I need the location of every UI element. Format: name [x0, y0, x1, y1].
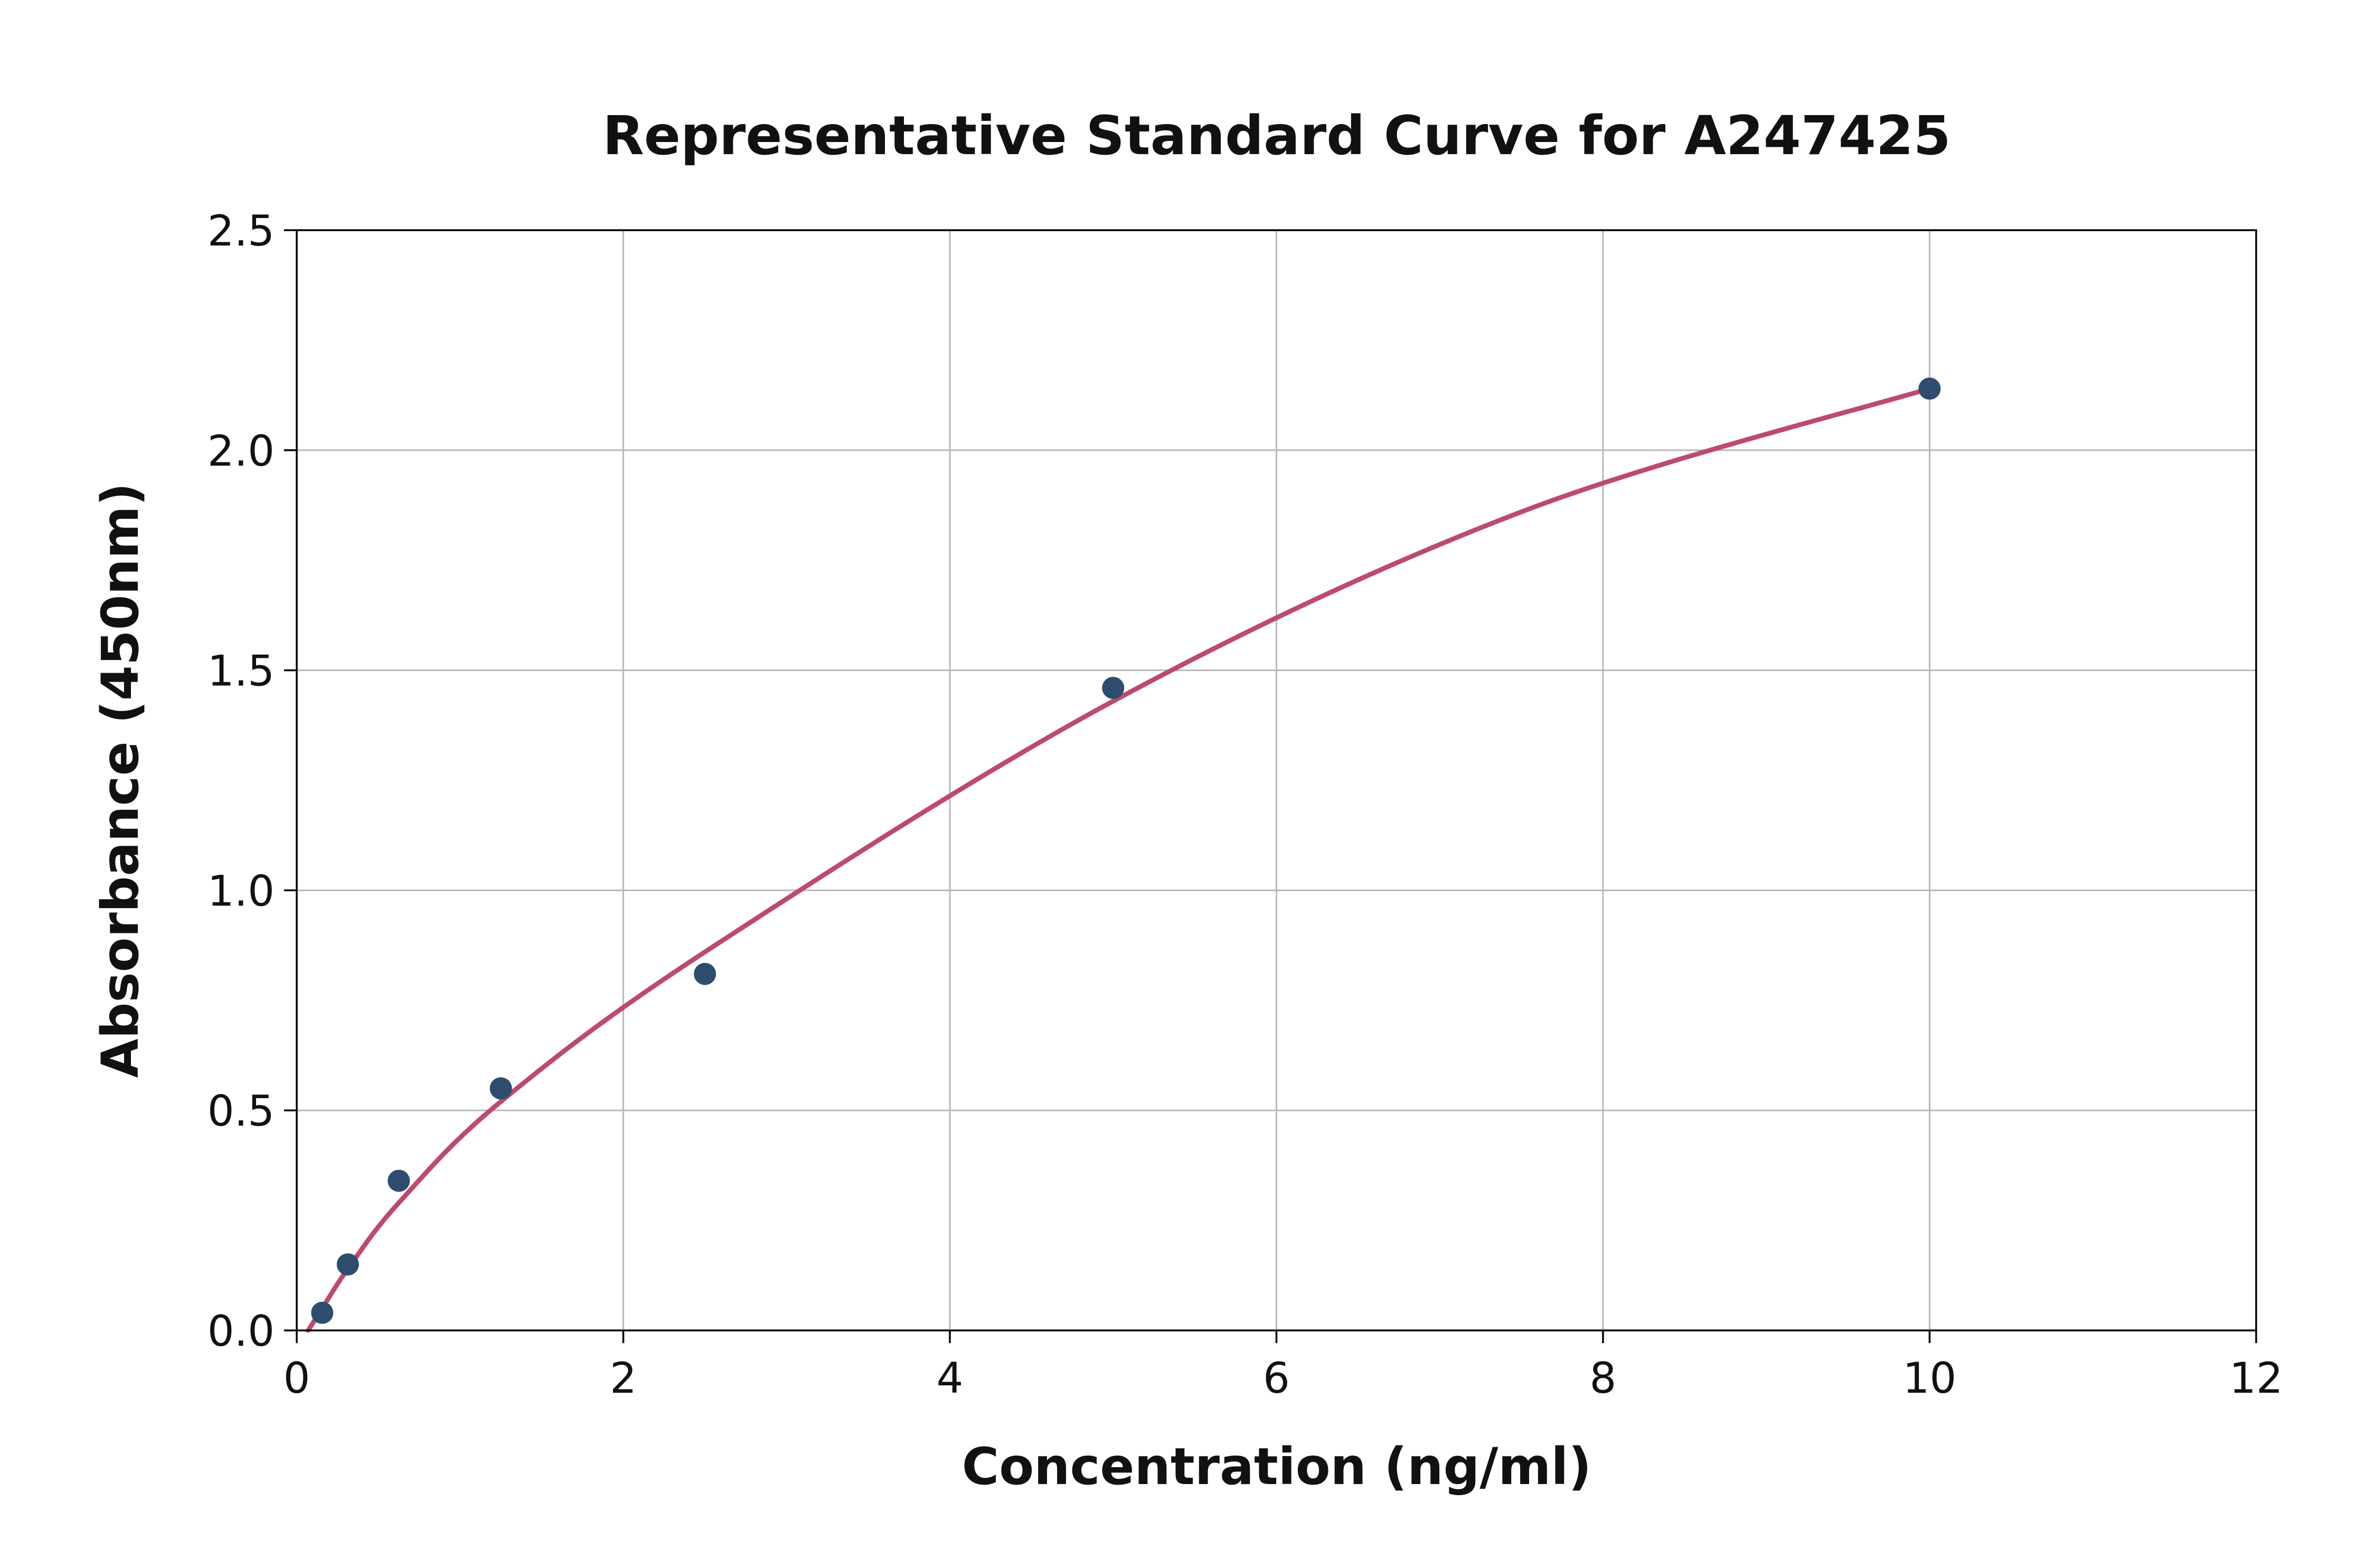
x-tick-label: 4: [937, 1354, 964, 1403]
chart-title: Representative Standard Curve for A24742…: [602, 105, 1951, 167]
data-point: [489, 1077, 512, 1100]
x-tick-label: 8: [1590, 1354, 1617, 1403]
data-point: [1102, 676, 1125, 699]
y-tick-label: 0.0: [208, 1307, 275, 1356]
x-tick-label: 0: [284, 1354, 310, 1403]
y-tick-label: 2.5: [208, 206, 275, 256]
data-point: [1918, 377, 1941, 400]
x-axis-label: Concentration (ng/ml): [961, 1437, 1592, 1496]
data-point: [694, 962, 716, 985]
data-point: [388, 1169, 410, 1192]
plot-border: [296, 229, 2257, 1331]
y-axis-label: Absorbance (450nm): [91, 483, 150, 1078]
data-point: [311, 1301, 334, 1324]
data-point: [336, 1253, 359, 1276]
y-tick-label: 2.0: [208, 427, 275, 476]
y-tick-label: 1.5: [208, 647, 275, 696]
y-tick-label: 1.0: [208, 866, 275, 915]
x-tick-label: 12: [2229, 1354, 2283, 1403]
x-tick-label: 2: [610, 1354, 637, 1403]
x-tick-label: 10: [1903, 1354, 1957, 1403]
fit-curve: [306, 386, 1932, 1333]
y-tick-label: 0.5: [208, 1087, 275, 1136]
x-tick-label: 6: [1263, 1354, 1290, 1403]
